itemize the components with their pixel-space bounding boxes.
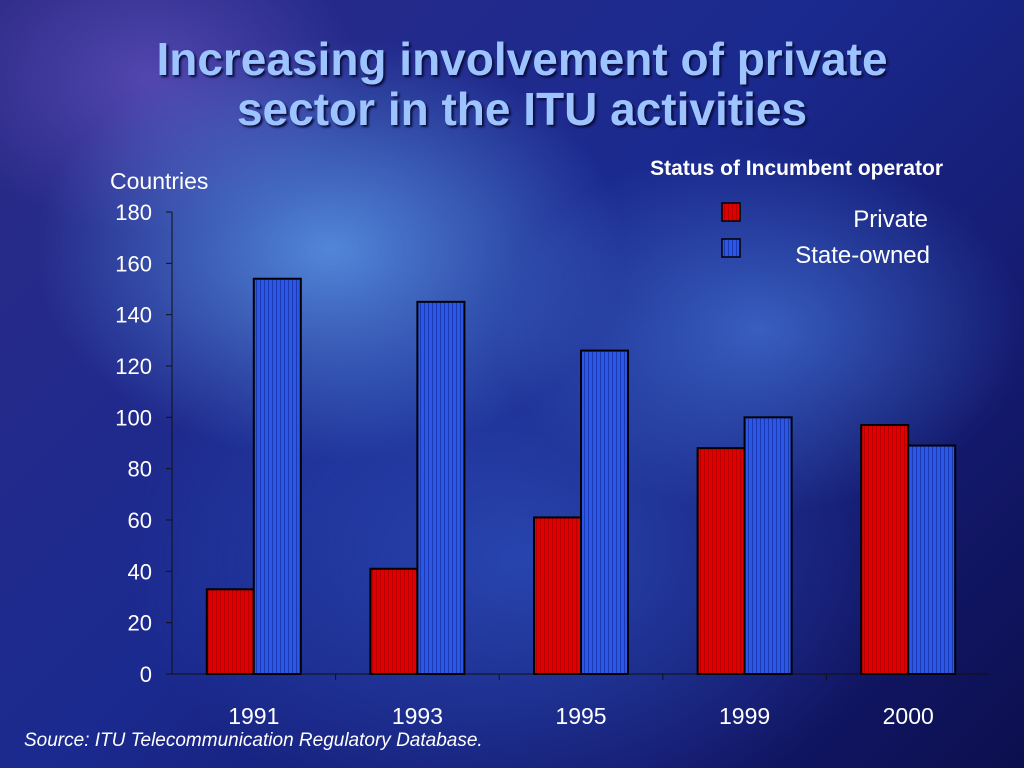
chart-title: Status of Incumbent operator xyxy=(650,157,943,180)
y-tick-label: 100 xyxy=(115,405,152,430)
legend-label: Private xyxy=(853,206,928,233)
y-tick-label: 60 xyxy=(128,508,152,533)
y-tick-label: 0 xyxy=(140,662,152,687)
x-tick-label: 2000 xyxy=(883,703,934,729)
state-owned-bar-1993 xyxy=(416,300,466,675)
y-tick-label: 140 xyxy=(115,303,152,328)
y-tick-label: 160 xyxy=(115,251,152,276)
private-bar-1991 xyxy=(205,588,255,675)
y-tick-label: 40 xyxy=(128,559,152,584)
private-bar-1999 xyxy=(696,447,746,675)
slide-title-line-2: sector in the ITU activities xyxy=(236,83,808,135)
y-tick-label: 120 xyxy=(115,354,152,379)
private-bar-1993 xyxy=(369,567,419,675)
state-owned-bar-2000 xyxy=(907,444,957,676)
y-tick-label: 80 xyxy=(128,457,152,482)
state-owned-bar-1995 xyxy=(580,349,629,675)
legend-label: State-owned xyxy=(795,242,930,269)
slide-title-line-1: Increasing involvement of private xyxy=(156,33,888,85)
x-tick-label: 1995 xyxy=(555,703,606,729)
x-tick-label: 1993 xyxy=(392,703,443,729)
state-owned-bar-1999 xyxy=(743,416,793,675)
x-tick-label: 1991 xyxy=(228,703,279,729)
source-note: Source: ITU Telecommunication Regulatory… xyxy=(24,730,483,751)
chart-legend: Private State-owned xyxy=(721,202,930,269)
state-owned-bar-1991 xyxy=(252,277,302,675)
y-axis-label: Countries xyxy=(110,168,208,194)
private-bar-1995 xyxy=(533,516,582,676)
y-tick-label: 20 xyxy=(128,611,152,636)
slide-title: Increasing involvement of private sector… xyxy=(0,34,1024,134)
legend-swatch-private xyxy=(721,202,741,222)
chart-axes: 0 20 40 60 80 100 120 140 160 180 1991 1993 1995 1999… xyxy=(115,200,990,729)
chart-bars xyxy=(205,277,957,676)
x-tick-label: 1999 xyxy=(719,703,770,729)
private-bar-2000 xyxy=(860,424,910,675)
legend-swatch-state-owned xyxy=(721,238,741,258)
y-tick-label: 180 xyxy=(115,200,152,225)
